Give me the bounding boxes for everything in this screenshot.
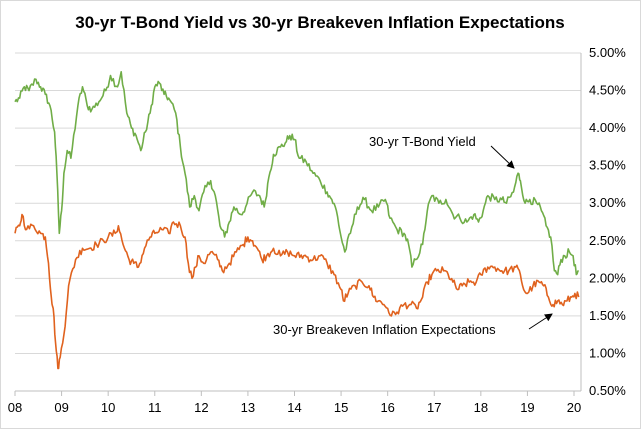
x-tick-label: 11 bbox=[148, 400, 162, 415]
x-axis-tick-labels: 08 09 10 11 12 13 14 15 16 17 18 19 20 bbox=[8, 400, 581, 415]
y-tick-label: 1.50% bbox=[589, 308, 626, 323]
y-tick-label: 3.00% bbox=[589, 195, 626, 210]
annotation-tbond-arrow bbox=[490, 145, 515, 169]
x-tick-label: 20 bbox=[567, 400, 581, 415]
y-tick-label: 5.00% bbox=[589, 45, 626, 60]
series-line-1 bbox=[14, 213, 580, 370]
x-tick-label: 17 bbox=[427, 400, 441, 415]
y-tick-label: 4.00% bbox=[589, 120, 626, 135]
x-tick-label: 08 bbox=[8, 400, 22, 415]
x-tick-label: 15 bbox=[334, 400, 348, 415]
x-tick-label: 14 bbox=[287, 400, 301, 415]
x-tick-label: 10 bbox=[101, 400, 115, 415]
annotations: 30-yr T-Bond Yield 30-yr Breakeven Inflat… bbox=[273, 134, 553, 337]
x-tick-label: 13 bbox=[241, 400, 255, 415]
x-tick-label: 19 bbox=[520, 400, 534, 415]
y-tick-label: 0.50% bbox=[589, 383, 626, 398]
x-tick-label: 18 bbox=[474, 400, 488, 415]
series-lines bbox=[14, 71, 580, 370]
series-line-0 bbox=[14, 71, 579, 276]
y-tick-label: 3.50% bbox=[589, 158, 626, 173]
annotation-breakeven-label: 30-yr Breakeven Inflation Expectations bbox=[273, 322, 496, 337]
y-tick-label: 2.00% bbox=[589, 270, 626, 285]
annotation-tbond-label: 30-yr T-Bond Yield bbox=[369, 134, 476, 149]
y-axis-tick-labels: 0.50% 1.00% 1.50% 2.00% 2.50% 3.00% 3.50% 4.00%… bbox=[589, 45, 626, 398]
chart-title: 30-yr T-Bond Yield vs 30-yr Breakeven In… bbox=[75, 13, 564, 32]
gridlines bbox=[15, 52, 581, 354]
x-tick-label: 12 bbox=[194, 400, 208, 415]
x-tick-label: 09 bbox=[54, 400, 68, 415]
y-tick-label: 2.50% bbox=[589, 233, 626, 248]
y-tick-label: 1.00% bbox=[589, 345, 626, 360]
axes bbox=[14, 53, 582, 396]
annotation-breakeven-arrow bbox=[528, 313, 553, 330]
x-tick-label: 16 bbox=[380, 400, 394, 415]
y-tick-label: 4.50% bbox=[589, 83, 626, 98]
